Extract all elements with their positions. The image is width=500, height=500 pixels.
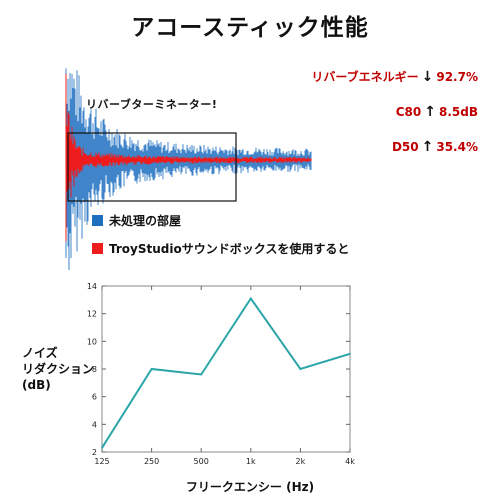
legend-swatch-blue bbox=[92, 215, 103, 226]
stat-value: 35.4% bbox=[436, 140, 478, 154]
data-point bbox=[200, 373, 202, 376]
stat-value: 8.5dB bbox=[439, 105, 478, 119]
stat-value: 92.7% bbox=[436, 70, 478, 84]
stat-label: リバーブエネルギー bbox=[311, 70, 419, 84]
y-tick-label: 14 bbox=[87, 282, 97, 291]
x-tick-label: 2k bbox=[296, 457, 306, 466]
up-arrow-icon: ↑ bbox=[421, 139, 434, 155]
y-axis-label: ノイズ リダクション (dB) bbox=[22, 345, 94, 393]
y-tick-label: 8 bbox=[92, 365, 97, 374]
stat-d50: D50 ↑ 35.4% bbox=[392, 139, 478, 155]
x-axis-label: フリークエンシー (Hz) bbox=[185, 480, 315, 494]
y-tick-label: 10 bbox=[87, 337, 97, 346]
page-title: アコースティック性能 bbox=[131, 15, 369, 41]
y-axis-label-line: (dB) bbox=[22, 378, 51, 392]
up-arrow-icon: ↑ bbox=[424, 104, 436, 120]
x-tick-label: 250 bbox=[144, 457, 159, 466]
waveform-graphic bbox=[65, 68, 312, 270]
y-tick-label: 4 bbox=[92, 420, 97, 429]
series-line bbox=[101, 296, 351, 449]
x-tick-label: 500 bbox=[194, 457, 209, 466]
stat-reverb-energy: リバーブエネルギー ↓ 92.7% bbox=[311, 68, 478, 85]
waveform-treated bbox=[65, 74, 312, 242]
y-axis-label-line: リダクション bbox=[22, 362, 95, 376]
noise-reduction-chart: 2 4 6 8 10 12 14 125 250 500 1k 2k 4k bbox=[87, 282, 355, 466]
data-point bbox=[101, 447, 103, 449]
tail-highlight-box bbox=[67, 132, 237, 202]
y-tick-label: 12 bbox=[87, 310, 97, 319]
legend-label: TroyStudioサウンドボックスを使用すると bbox=[109, 242, 350, 256]
data-point bbox=[150, 368, 153, 370]
x-tick-label: 1k bbox=[246, 457, 256, 466]
x-tick-label: 4k bbox=[345, 457, 355, 466]
plot-frame bbox=[101, 285, 351, 453]
data-point bbox=[299, 368, 302, 370]
y-axis-label-line: ノイズ bbox=[22, 346, 58, 360]
legend-swatch-red bbox=[92, 243, 103, 254]
waveform-callout: リバーブターミネーター! bbox=[86, 98, 218, 111]
down-arrow-icon: ↓ bbox=[421, 69, 434, 85]
stat-label: C80 bbox=[395, 105, 422, 119]
y-tick-label: 6 bbox=[92, 393, 97, 402]
data-point bbox=[250, 297, 252, 300]
stat-label: D50 bbox=[391, 140, 419, 154]
data-point bbox=[349, 352, 351, 355]
stat-c80: C80 ↑ 8.5dB bbox=[396, 104, 478, 120]
legend-item-treated: TroyStudioサウンドボックスを使用すると bbox=[92, 240, 349, 257]
y-tick-label: 2 bbox=[92, 448, 97, 457]
legend-item-untreated: 未処理の部屋 bbox=[92, 212, 181, 229]
legend-label: 未処理の部屋 bbox=[109, 214, 182, 228]
x-tick-label: 125 bbox=[94, 457, 109, 466]
